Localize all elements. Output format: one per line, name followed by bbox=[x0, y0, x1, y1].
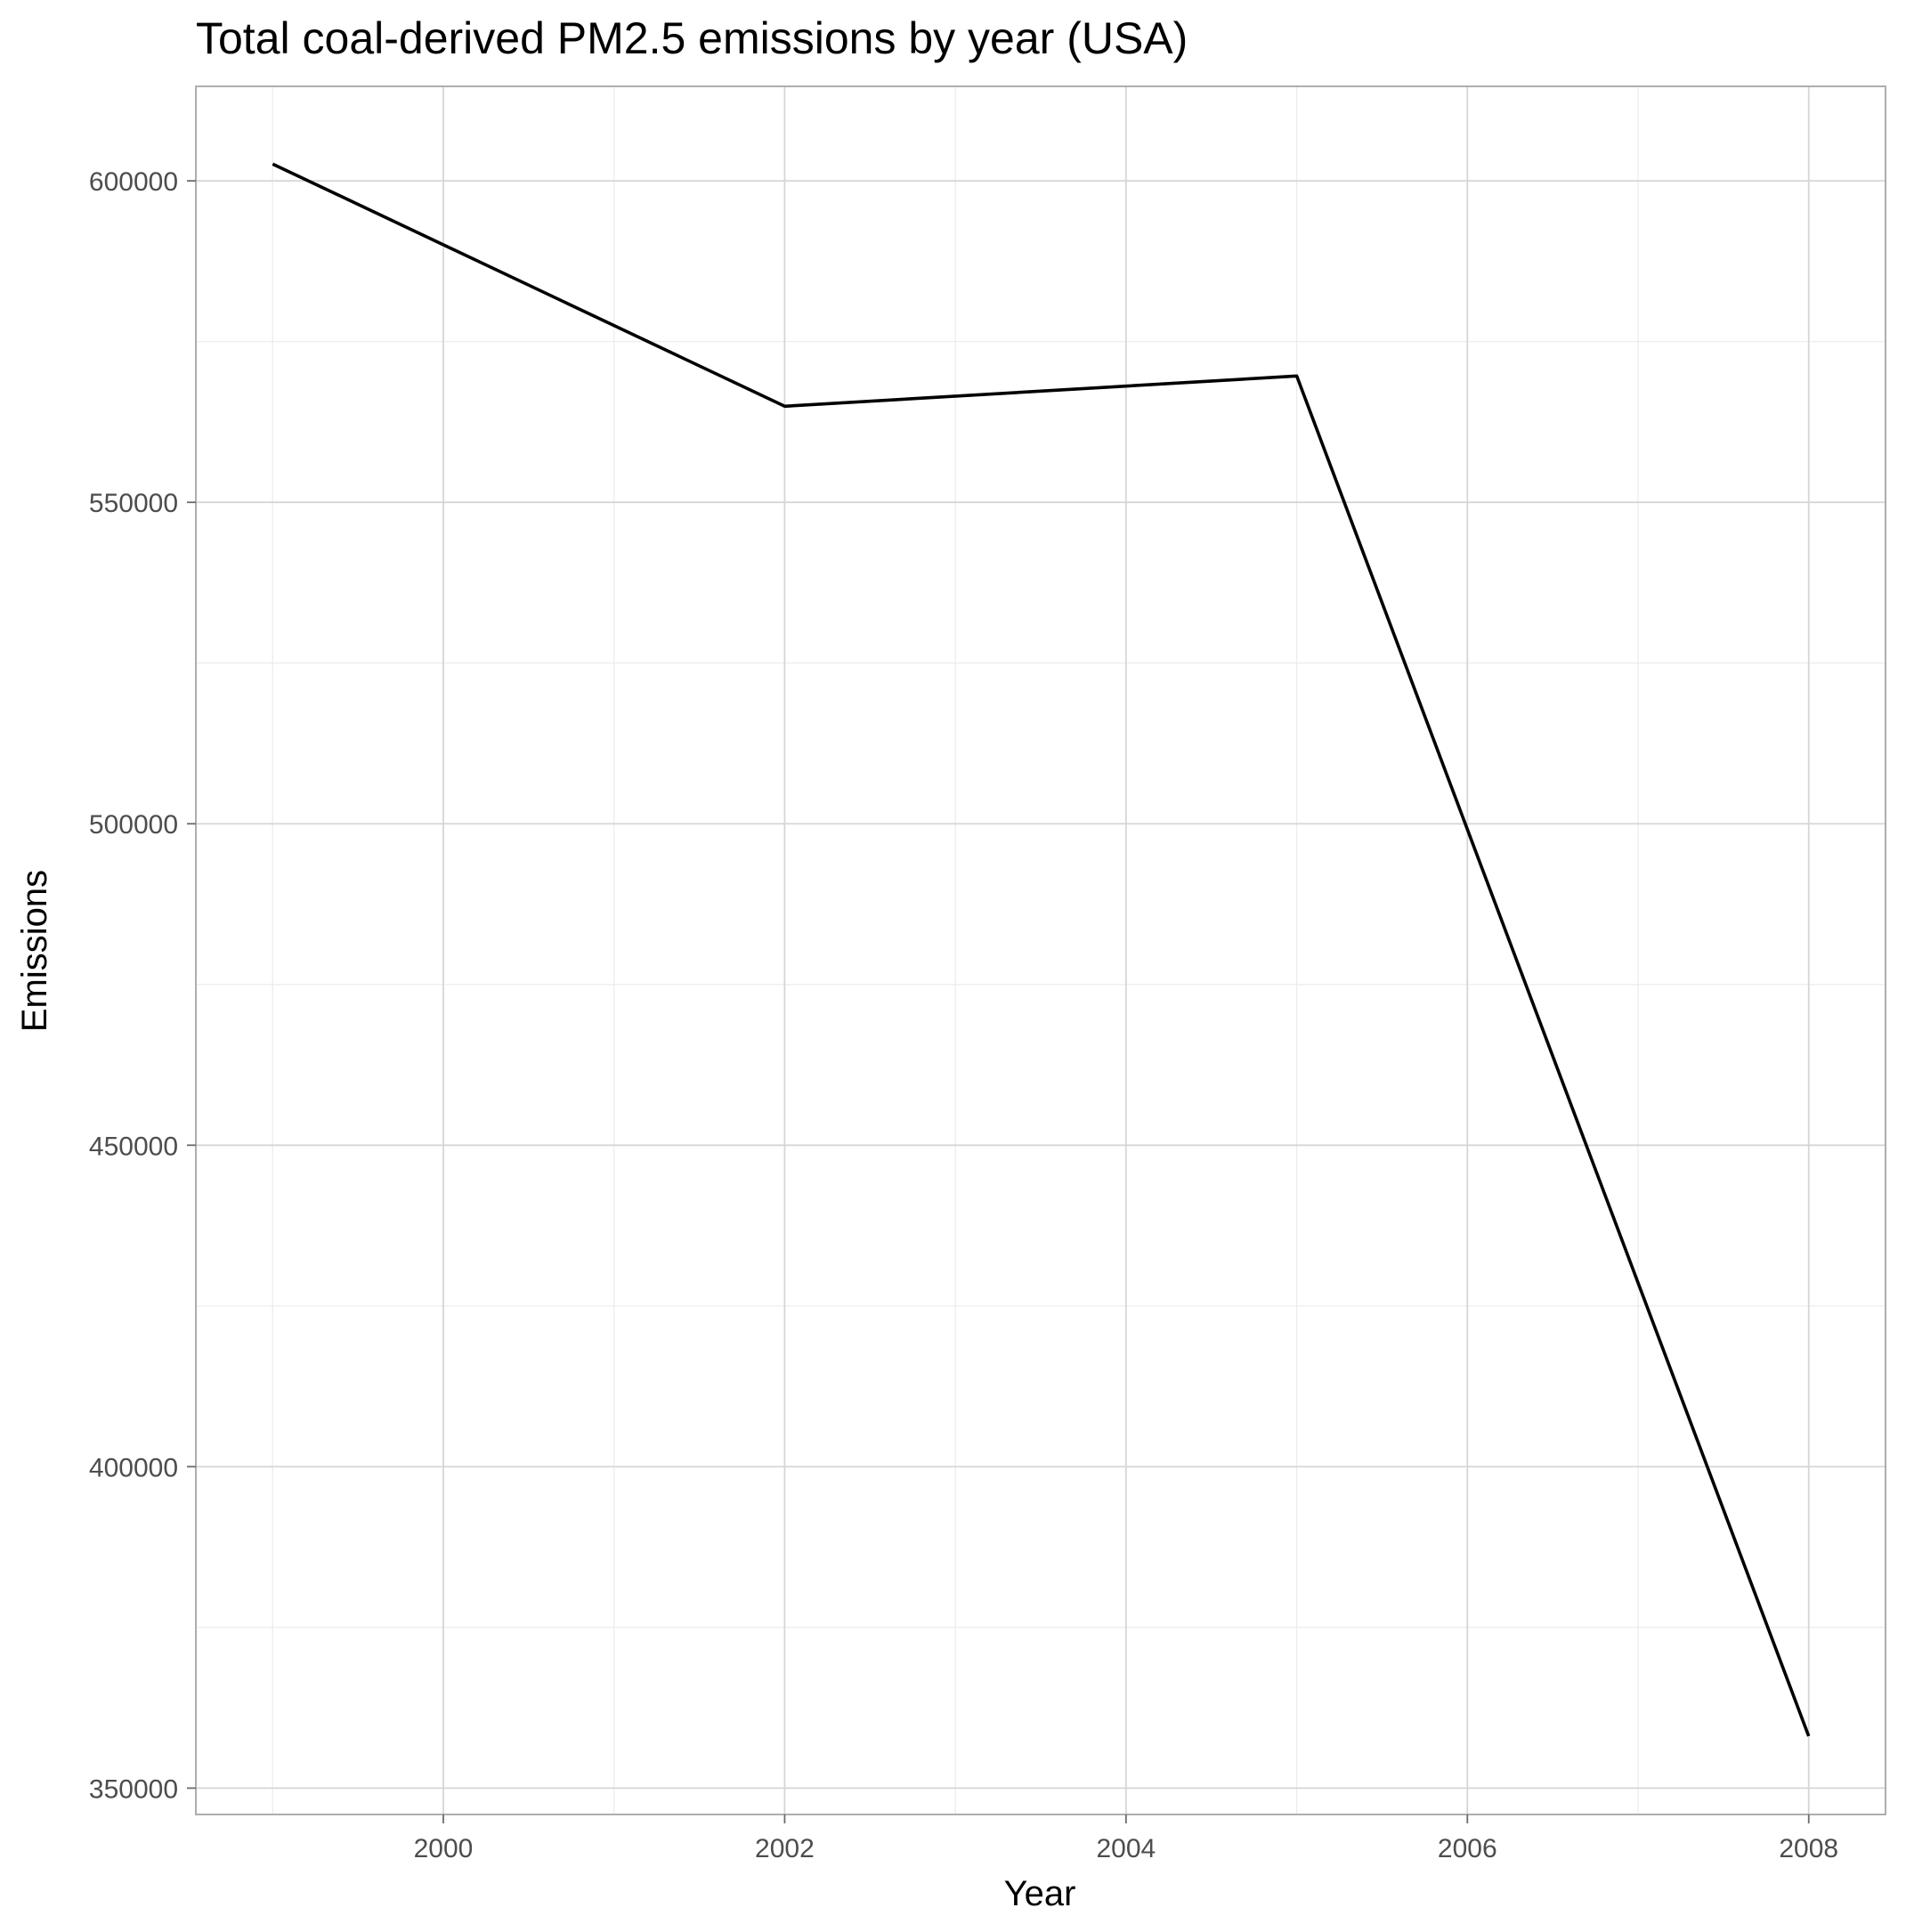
y-tick-label: 500000 bbox=[89, 810, 178, 840]
y-tick-label: 350000 bbox=[89, 1774, 178, 1804]
series-layer bbox=[272, 162, 1811, 1737]
y-tick-label: 600000 bbox=[89, 167, 178, 197]
plot-panel-border bbox=[195, 85, 1886, 1815]
y-axis: 350000 400000 450000 500000 550000 600000 bbox=[89, 167, 196, 1804]
x-tick-label: 2008 bbox=[1779, 1834, 1838, 1863]
major-gridlines bbox=[196, 86, 1886, 1814]
y-axis-title: Emissions bbox=[15, 870, 54, 1032]
x-tick-label: 2000 bbox=[414, 1834, 474, 1863]
minor-gridlines bbox=[196, 86, 1886, 1814]
x-tick-label: 2006 bbox=[1438, 1834, 1497, 1863]
x-tick-label: 2002 bbox=[755, 1834, 815, 1863]
chart-title: Total coal-derived PM2.5 emissions by ye… bbox=[196, 13, 1188, 63]
emissions-line bbox=[272, 162, 1811, 1737]
x-axis-title: Year bbox=[1004, 1874, 1076, 1913]
y-tick-label: 400000 bbox=[89, 1453, 178, 1482]
y-tick-label: 450000 bbox=[89, 1132, 178, 1161]
y-tick-label: 550000 bbox=[89, 489, 178, 518]
x-tick-label: 2004 bbox=[1096, 1834, 1156, 1863]
x-axis: 2000 2002 2004 2006 2008 bbox=[414, 1814, 1838, 1863]
